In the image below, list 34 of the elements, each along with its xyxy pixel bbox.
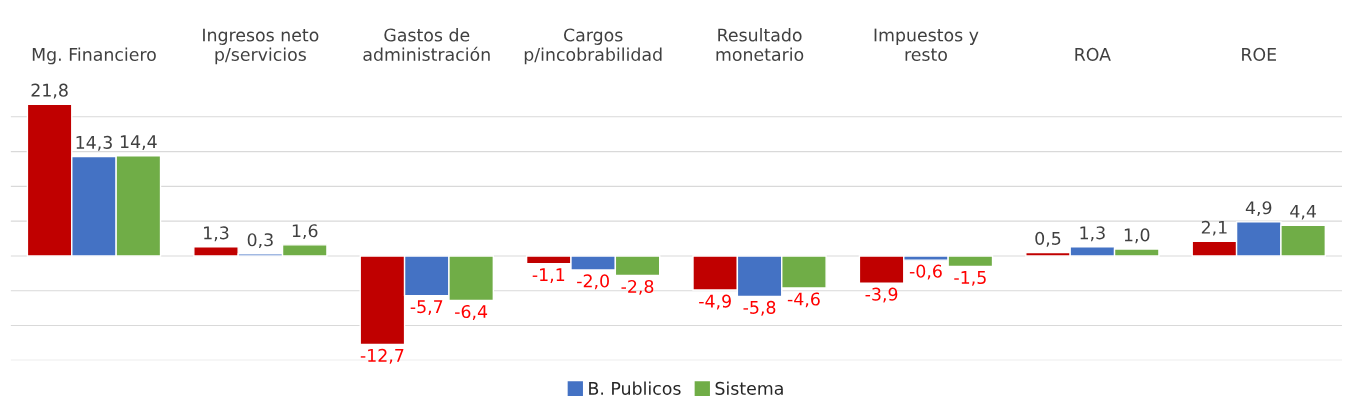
x-tick-label: ROE — [1242, 47, 1276, 61]
data-label: 14,3 — [76, 135, 112, 151]
legend-label: Sistema — [715, 381, 783, 395]
data-label: 14,4 — [120, 135, 157, 151]
data-label: -6,4 — [455, 304, 488, 320]
data-label: -2,8 — [621, 279, 654, 295]
legend-label: B. Publicos — [589, 381, 681, 395]
data-label: 0,5 — [1035, 231, 1061, 247]
x-tick-label: Ingresos neto p/servicios — [203, 28, 319, 65]
data-label: -4,6 — [787, 292, 820, 308]
x-tick-label: Resultado monetario — [716, 28, 804, 61]
data-label: 2,1 — [1201, 220, 1227, 236]
data-label: -1,1 — [532, 268, 565, 283]
data-label: -0,6 — [909, 264, 942, 280]
x-tick-label: Gastos de administración — [363, 28, 490, 61]
data-label: 1,6 — [292, 224, 318, 240]
data-label: 1,3 — [204, 226, 229, 242]
data-label: 21,8 — [31, 83, 68, 99]
data-label: 0,3 — [247, 233, 273, 249]
data-label: -5,7 — [410, 300, 443, 316]
x-tick-label: ROA — [1075, 47, 1111, 61]
data-label: -2,0 — [577, 274, 609, 290]
x-tick-label: Impuestos y resto — [874, 28, 979, 61]
data-label: -1,5 — [954, 271, 986, 286]
data-label: 1,3 — [1080, 226, 1105, 242]
data-label: 4,9 — [1245, 201, 1272, 217]
data-label: 4,4 — [1290, 204, 1316, 220]
x-tick-label: Mg. Financiero — [32, 47, 156, 65]
data-label: -5,8 — [743, 300, 776, 316]
data-label: -4,9 — [699, 294, 731, 310]
data-label: 1,0 — [1124, 228, 1150, 244]
data-label: -12,7 — [360, 348, 404, 364]
x-tick-label: Cargos p/incobrabilidad — [524, 28, 662, 65]
data-label: -3,9 — [865, 287, 898, 303]
